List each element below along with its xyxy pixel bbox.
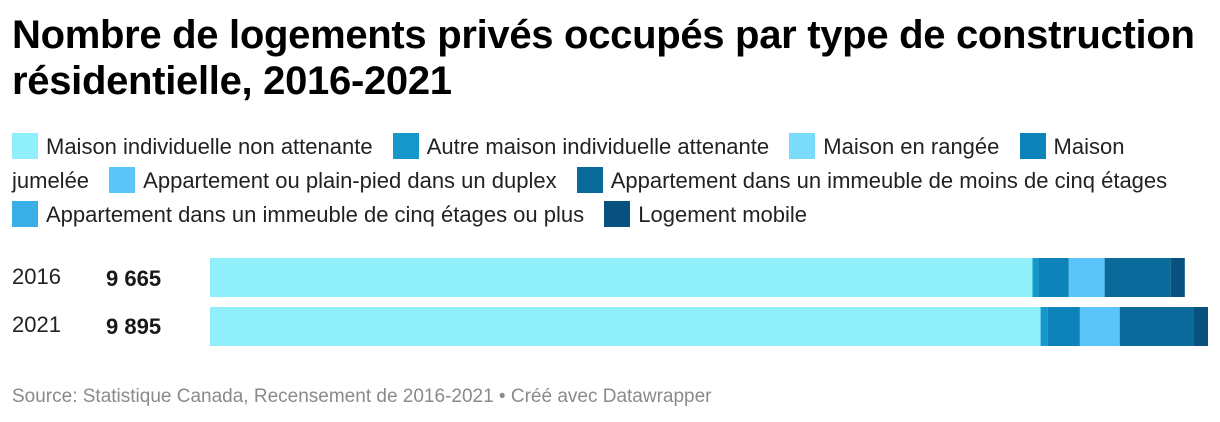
- bar-segment-2016-0: [210, 258, 1033, 297]
- legend-label: Maison jumelée: [12, 134, 1125, 193]
- bar-segment-2016-3: [1038, 258, 1069, 297]
- source-note: Source: Statistique Canada, Recensement …: [12, 386, 712, 407]
- legend-item: Appartement dans un immeuble de moins de…: [576, 167, 1168, 193]
- legend-label: Appartement dans un immeuble de cinq éta…: [46, 202, 585, 227]
- row-label-2021: 2021: [12, 312, 61, 337]
- legend-swatch: [392, 133, 419, 159]
- legend-swatch: [109, 167, 136, 193]
- chart-title: Nombre de logements privés occupés par t…: [12, 13, 1195, 103]
- bar-segment-2016-5: [1104, 258, 1171, 297]
- bar-segment-2021-1: [1040, 307, 1048, 346]
- legend-swatch: [604, 201, 631, 227]
- legend-swatch: [12, 201, 38, 227]
- bar-segment-2021-4: [1079, 307, 1120, 346]
- legend: Maison individuelle non attenante Autre …: [12, 130, 1212, 232]
- legend-label: Maison en rangée: [823, 134, 1000, 159]
- legend-swatch: [576, 167, 603, 193]
- legend-swatch: [789, 133, 816, 159]
- bar-segment-2016-1: [1032, 258, 1039, 297]
- legend-item: Maison en rangée: [789, 133, 1000, 159]
- legend-label: Appartement ou plain-pied dans un duplex: [143, 168, 557, 193]
- row-label-2016: 2016: [12, 264, 61, 289]
- legend-label: Logement mobile: [638, 202, 808, 227]
- legend-label: Autre maison individuelle attenante: [426, 134, 770, 159]
- legend-label: Appartement dans un immeuble de moins de…: [610, 168, 1168, 193]
- stacked-bars: [210, 258, 1208, 346]
- legend-item: Logement mobile: [604, 201, 808, 227]
- legend-item: Maison individuelle non attenante: [12, 133, 373, 159]
- chart-rows: 2016 9 665 2021 9 895: [0, 256, 1220, 352]
- bar-segment-2021-3: [1047, 307, 1080, 346]
- bar-segment-2021-0: [210, 307, 1041, 346]
- legend-swatch: [12, 133, 38, 159]
- legend-item: Appartement ou plain-pied dans un duplex: [109, 167, 557, 193]
- bar-segment-2016-4: [1068, 258, 1105, 297]
- legend-item: Appartement dans un immeuble de cinq éta…: [12, 201, 585, 227]
- legend-item: Autre maison individuelle attenante: [392, 133, 770, 159]
- bar-segment-2021-7: [1193, 307, 1208, 346]
- bar-segment-2016-7: [1170, 258, 1185, 297]
- bar-segment-2021-5: [1119, 307, 1194, 346]
- row-total-2016: 9 665: [106, 266, 162, 291]
- row-total-2021: 9 895: [106, 314, 162, 339]
- legend-item: Maison jumelée: [12, 133, 1125, 193]
- legend-label: Maison individuelle non attenante: [46, 134, 373, 159]
- legend-swatch: [1019, 133, 1046, 159]
